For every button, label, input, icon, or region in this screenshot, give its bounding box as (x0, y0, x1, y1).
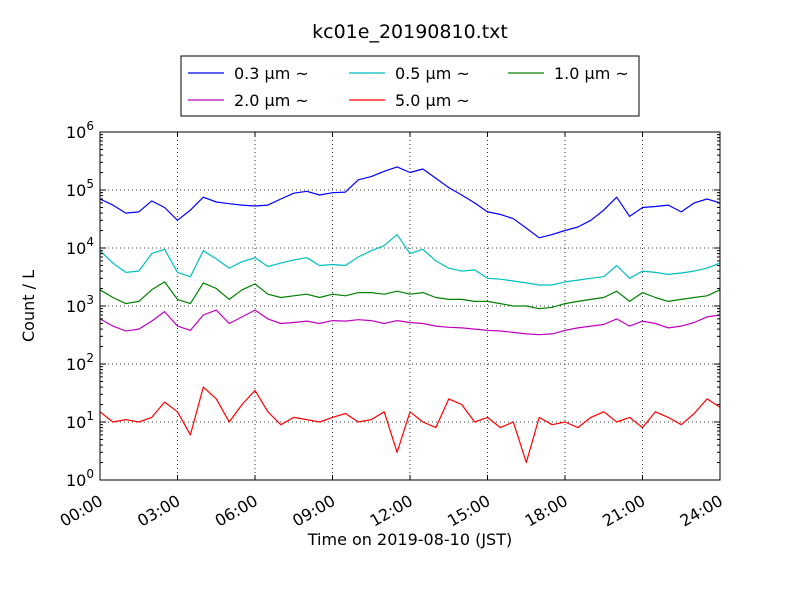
y-tick-label: 101 (66, 409, 94, 432)
legend-entry: 0.3 μm ~ (234, 64, 309, 83)
y-tick-label: 104 (66, 235, 94, 258)
series-line-3 (99, 309, 721, 336)
x-axis-label: Time on 2019-08-10 (JST) (307, 530, 512, 549)
y-tick-label: 106 (66, 119, 94, 142)
series-line-2 (99, 281, 721, 310)
legend-entry: 2.0 μm ~ (234, 91, 309, 110)
y-tick-label: 102 (66, 351, 94, 374)
y-tick-label: 100 (66, 467, 94, 490)
series-line-1 (99, 234, 721, 286)
legend-entry: 0.5 μm ~ (395, 64, 470, 83)
series-lines (99, 166, 721, 464)
series-line-0 (99, 166, 721, 239)
series-line-4 (99, 386, 721, 464)
y-tick-label: 105 (66, 177, 94, 200)
legend-box (180, 55, 640, 117)
y-tick-label: 103 (66, 293, 94, 316)
legend: 0.3 μm ~ 0.5 μm ~ 1.0 μm ~ 2.0 μm ~ 5.0 μm ~ (180, 55, 640, 117)
y-axis-label: Count / L (19, 270, 38, 342)
legend-entry: 1.0 μm ~ (554, 64, 629, 83)
chart-title: kc01e_20190810.txt (312, 21, 508, 43)
legend-entry: 5.0 μm ~ (395, 91, 470, 110)
